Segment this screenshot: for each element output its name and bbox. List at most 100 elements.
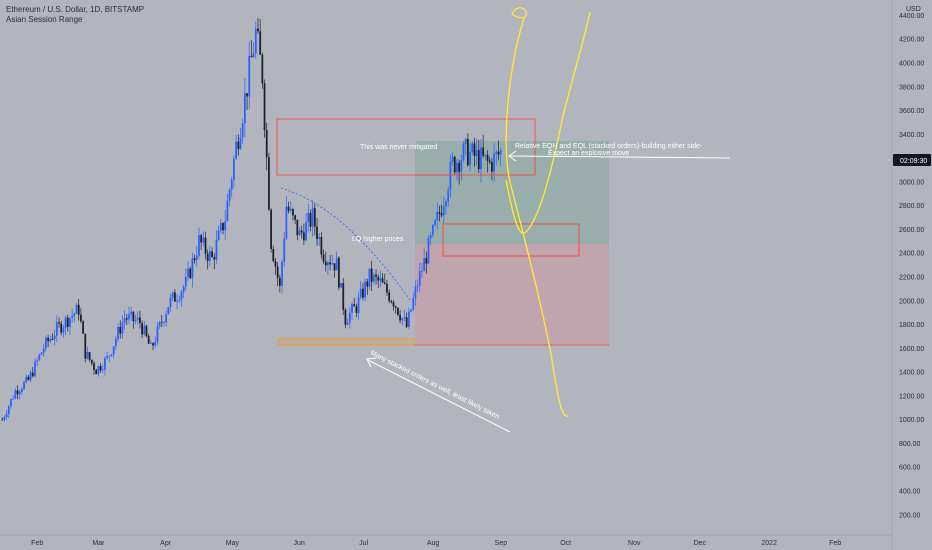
candle-body	[493, 153, 495, 172]
candle-body	[495, 151, 498, 154]
candle-body	[392, 302, 395, 307]
candle-body	[480, 147, 482, 170]
price-tick-label: 3600.00	[899, 108, 924, 115]
candle-body	[10, 399, 12, 407]
candle	[272, 245, 275, 263]
candle	[265, 122, 268, 171]
candle	[283, 232, 286, 267]
eqh-arrow-line	[509, 155, 731, 159]
candle-body	[340, 283, 342, 288]
candle	[405, 312, 408, 329]
candle	[460, 154, 463, 181]
candle-body	[370, 268, 373, 282]
candle	[471, 141, 474, 155]
candle-body	[198, 235, 200, 256]
yellow-circle-mark	[511, 7, 527, 19]
candle	[243, 78, 246, 138]
price-tick-label: 3000.00	[899, 179, 924, 186]
candle-body	[346, 322, 349, 325]
candle-body	[147, 336, 150, 344]
candle-body	[259, 31, 262, 55]
candle	[466, 133, 469, 167]
candle	[337, 256, 340, 291]
candle-body	[241, 123, 244, 138]
candle-body	[239, 137, 242, 149]
candle	[45, 335, 47, 352]
candle-body	[143, 325, 146, 335]
candle	[147, 333, 150, 344]
yellow-curve-down	[505, 17, 569, 417]
candle	[136, 311, 139, 324]
candle	[141, 320, 144, 339]
candle	[160, 314, 163, 328]
candle	[239, 128, 242, 151]
candle-body	[436, 212, 439, 221]
candle	[477, 139, 480, 173]
candle	[108, 355, 111, 363]
candle	[23, 380, 25, 391]
candle-body	[403, 317, 406, 319]
candle	[268, 152, 270, 211]
candle-body	[449, 161, 452, 191]
candle	[475, 138, 478, 166]
candle-body	[215, 239, 218, 260]
candle-body	[407, 311, 410, 327]
candle-body	[42, 348, 45, 353]
candle-body	[84, 333, 87, 359]
candle	[298, 226, 301, 236]
candle	[362, 282, 364, 301]
candle-body	[298, 230, 301, 236]
price-axis[interactable]: USD 200.00 400.00 600.00 800.00 1000.00 1200.…	[891, 0, 932, 550]
candle	[128, 307, 130, 324]
candle	[165, 310, 168, 327]
candle	[86, 346, 89, 360]
time-tick-label: Feb	[31, 540, 43, 547]
candle-body	[471, 143, 474, 152]
candle	[79, 308, 82, 324]
candle-body	[235, 141, 238, 159]
candle	[158, 320, 161, 330]
candle-body	[414, 286, 417, 299]
candle-body	[263, 83, 266, 130]
candle-body	[222, 222, 224, 231]
candle-body	[366, 281, 369, 287]
price-tick-label: 1400.00	[899, 370, 924, 377]
zone-layer	[415, 141, 609, 345]
candle	[14, 387, 17, 400]
candle-body	[178, 300, 181, 301]
candle-body	[351, 304, 353, 313]
annotation-stacked-orders: Many stacked orders as well, least likel…	[369, 350, 500, 421]
candle	[348, 307, 351, 329]
candle	[440, 204, 443, 218]
candle	[69, 317, 71, 335]
candle-body	[313, 208, 316, 227]
candle	[246, 93, 248, 111]
candle-body	[265, 129, 268, 158]
candle	[453, 155, 456, 175]
candle	[213, 253, 216, 270]
candle-body	[469, 151, 471, 166]
candle-body	[300, 230, 303, 233]
candle-body	[401, 318, 404, 321]
candle-body	[66, 317, 69, 328]
time-tick-label: Mar	[92, 540, 105, 547]
time-tick-label: Apr	[160, 540, 172, 547]
candle	[64, 315, 67, 336]
asian-session-range-box	[277, 338, 415, 346]
candle-body	[344, 309, 347, 325]
candle	[257, 18, 259, 34]
candle	[261, 52, 264, 89]
candle-body	[257, 28, 259, 32]
candle	[193, 254, 196, 264]
time-axis[interactable]: Feb Mar Apr May Jun Jul Aug Sep Oct Nov Dec 2022 Feb	[0, 534, 892, 547]
indicator-label[interactable]: Asian Session Range	[6, 15, 83, 24]
countdown-text: 02:09:30	[900, 158, 927, 165]
candle-body	[453, 156, 456, 173]
candle-body	[160, 321, 163, 323]
candle-body	[491, 162, 493, 172]
candle-body	[204, 237, 207, 254]
candle-body	[294, 215, 297, 220]
candle	[84, 333, 87, 363]
